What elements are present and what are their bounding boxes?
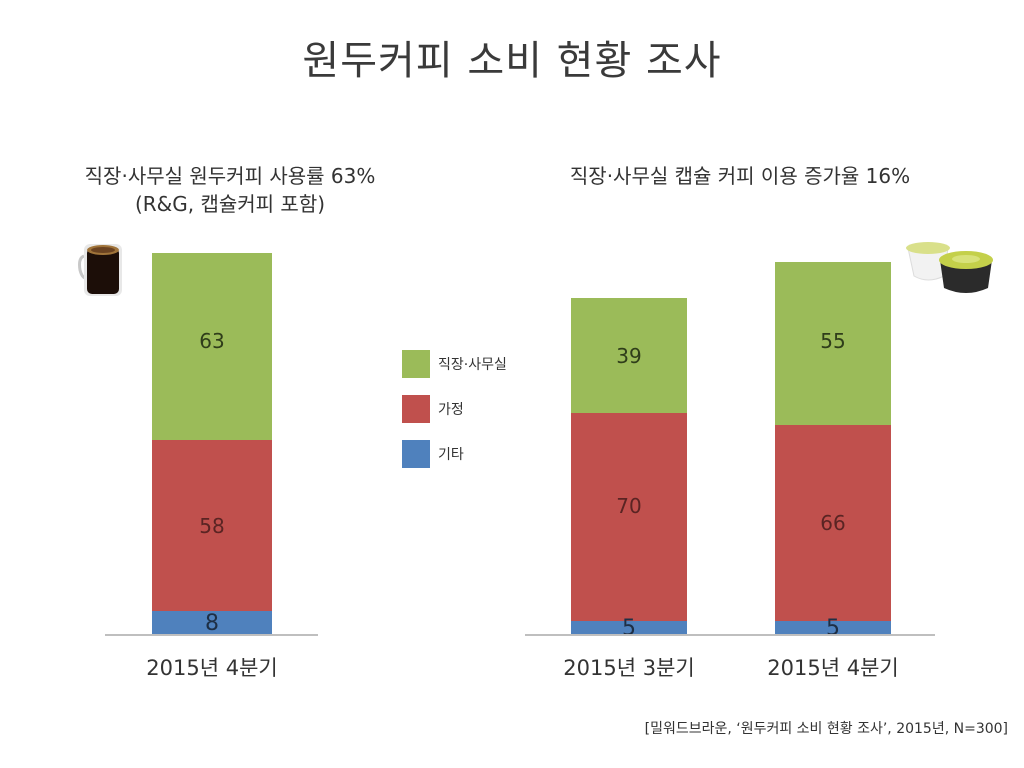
bar-value-label: 58 (199, 513, 225, 538)
bar-value-label: 5 (622, 615, 636, 641)
bar-value-label: 8 (205, 610, 219, 636)
left-chart-axis (105, 634, 318, 636)
right-bar2-home-segment: 66 (775, 425, 891, 621)
left-bar-office-segment: 63 (152, 253, 272, 440)
right-bar2-office-segment: 55 (775, 262, 891, 425)
coffee-cup-icon (78, 238, 128, 300)
legend-label: 기타 (438, 447, 464, 463)
legend-swatch-blue (402, 440, 430, 468)
left-category-label: 2015년 4분기 (146, 656, 278, 680)
legend-item-office: 직장·사무실 (402, 350, 507, 378)
legend-label: 직장·사무실 (438, 357, 507, 373)
bar-value-label: 66 (820, 511, 846, 535)
right-chart-axis (525, 634, 935, 636)
bar-value-label: 5 (826, 615, 840, 641)
left-subtitle-line1: 직장·사무실 원두커피 사용률 63% (84, 164, 376, 188)
legend-label: 가정 (438, 402, 464, 418)
left-bar-home-segment: 58 (152, 440, 272, 611)
right-chart-subtitle: 직장·사무실 캡슐 커피 이용 증가율 16% (569, 164, 911, 188)
coffee-capsules-icon (900, 238, 1000, 298)
right-category-label-q3: 2015년 3분기 (563, 656, 695, 680)
source-citation: [밀워드브라운, ‘원두커피 소비 현황 조사’, 2015년, N=300] (644, 721, 1008, 737)
legend-item-other: 기타 (402, 440, 464, 468)
right-bar1-other-segment: 5 (571, 616, 687, 641)
legend-swatch-green (402, 350, 430, 378)
bar-value-label: 55 (820, 328, 846, 353)
right-bar1-home-segment: 70 (571, 413, 687, 621)
legend-swatch-red (402, 395, 430, 423)
right-category-label-q4: 2015년 4분기 (767, 656, 899, 680)
bar-value-label: 63 (199, 328, 225, 353)
left-bar-other-segment: 8 (152, 610, 272, 636)
bar-value-label: 70 (616, 494, 642, 518)
left-subtitle-line2: (R&G, 캡슐커피 포함) (134, 192, 326, 216)
bar-value-label: 39 (616, 343, 642, 368)
legend-item-home: 가정 (402, 395, 464, 423)
right-bar1-office-segment: 39 (571, 298, 687, 413)
right-bar2-other-segment: 5 (775, 616, 891, 641)
left-chart-subtitle: 직장·사무실 원두커피 사용률 63% (R&G, 캡슐커피 포함) (40, 162, 420, 218)
page-title: 원두커피 소비 현황 조사 (302, 38, 722, 84)
